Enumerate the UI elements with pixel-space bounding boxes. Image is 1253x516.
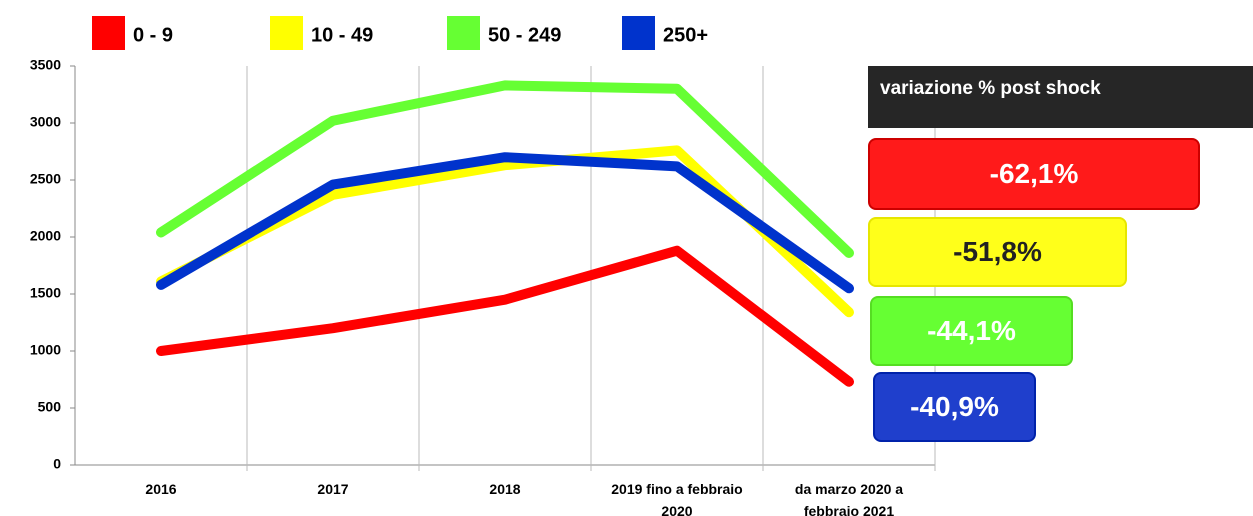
x-tick-label: da marzo 2020 a febbraio 2021 <box>794 481 904 516</box>
line-series <box>156 145 854 318</box>
legend-swatch <box>622 16 655 50</box>
y-tick-label: 2000 <box>30 228 61 244</box>
y-tick-label: 500 <box>38 399 62 415</box>
legend-swatch <box>270 16 303 50</box>
legend-swatch <box>92 16 125 50</box>
annotation-title: variazione % post shock <box>868 66 1253 128</box>
change-label: -44,1% <box>870 296 1073 366</box>
y-tick-label: 3500 <box>30 57 61 73</box>
line-series <box>156 152 854 294</box>
legend-label: 0 - 9 <box>133 24 173 46</box>
change-label: -62,1% <box>868 138 1200 210</box>
x-tick-label: 2017 <box>317 481 349 497</box>
change-label: -40,9% <box>873 372 1036 442</box>
y-tick-label: 0 <box>53 456 61 472</box>
legend-swatch <box>447 16 480 50</box>
line-series <box>156 80 854 258</box>
legend-label: 250+ <box>663 24 708 46</box>
x-tick-label: 2016 <box>145 481 177 497</box>
y-tick-label: 3000 <box>30 114 61 130</box>
y-tick-label: 1000 <box>30 342 61 358</box>
x-tick-label: 2018 <box>489 481 521 497</box>
change-label: -51,8% <box>868 217 1127 287</box>
x-tick-label: 2019 fino a febbraio 2020 <box>611 481 743 516</box>
y-tick-label: 2500 <box>30 171 61 187</box>
legend-label: 10 - 49 <box>311 24 373 46</box>
legend-label: 50 - 249 <box>488 24 561 46</box>
y-tick-label: 1500 <box>30 285 61 301</box>
line-series <box>156 245 854 387</box>
